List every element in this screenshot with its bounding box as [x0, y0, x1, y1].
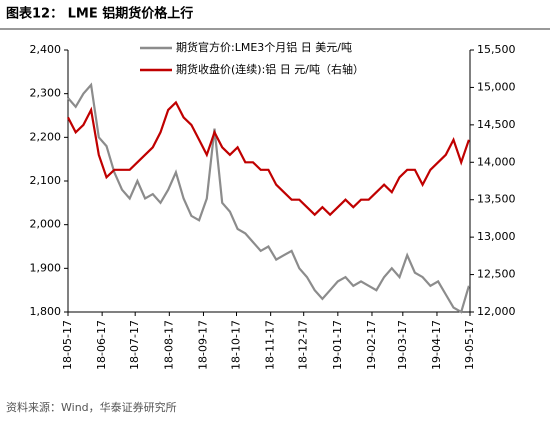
series-line	[67, 100, 470, 217]
legend-label: 期货官方价:LME3个月铝 日 美元/吨	[176, 40, 352, 54]
series-line	[67, 82, 470, 314]
y2-tick-label: 13,500	[477, 193, 516, 206]
x-tick-label: 19-03-17	[396, 320, 409, 370]
y-tick-label: 2,100	[30, 174, 62, 187]
legend-label: 期货收盘价(连续):铝 日 元/吨（右轴）	[176, 62, 364, 76]
x-tick-label: 18-11-17	[264, 320, 277, 370]
x-tick-label: 18-10-17	[230, 320, 243, 370]
x-tick-label: 18-08-17	[162, 320, 175, 370]
y2-tick-label: 15,500	[477, 43, 516, 56]
x-tick-label: 18-12-17	[297, 320, 310, 370]
y2-tick-label: 12,000	[477, 305, 516, 318]
y-tick-label: 2,300	[30, 87, 62, 100]
y2-tick-label: 12,500	[477, 268, 516, 281]
x-tick-label: 18-05-17	[61, 320, 74, 370]
y2-tick-label: 14,000	[477, 155, 516, 168]
y2-tick-label: 13,000	[477, 230, 516, 243]
y-tick-label: 1,900	[30, 261, 62, 274]
x-tick-label: 18-06-17	[95, 320, 108, 370]
source: 资料来源：Wind，华泰证券研究所	[6, 400, 177, 414]
x-tick-label: 19-02-17	[365, 320, 378, 370]
y-tick-label: 2,200	[30, 130, 62, 143]
y-tick-label: 2,000	[30, 218, 62, 231]
y2-tick-label: 14,500	[477, 118, 516, 131]
y-tick-label: 1,800	[30, 305, 62, 318]
x-tick-label: 19-01-17	[331, 320, 344, 370]
y2-tick-label: 15,000	[477, 80, 516, 93]
x-tick-label: 19-04-17	[430, 320, 443, 370]
chart-title: 图表12： LME 铝期货价格上行	[6, 6, 193, 22]
y-tick-label: 2,400	[30, 43, 62, 56]
x-tick-label: 19-05-17	[463, 320, 476, 370]
x-tick-label: 18-07-17	[128, 320, 141, 370]
x-tick-label: 18-09-17	[196, 320, 209, 370]
